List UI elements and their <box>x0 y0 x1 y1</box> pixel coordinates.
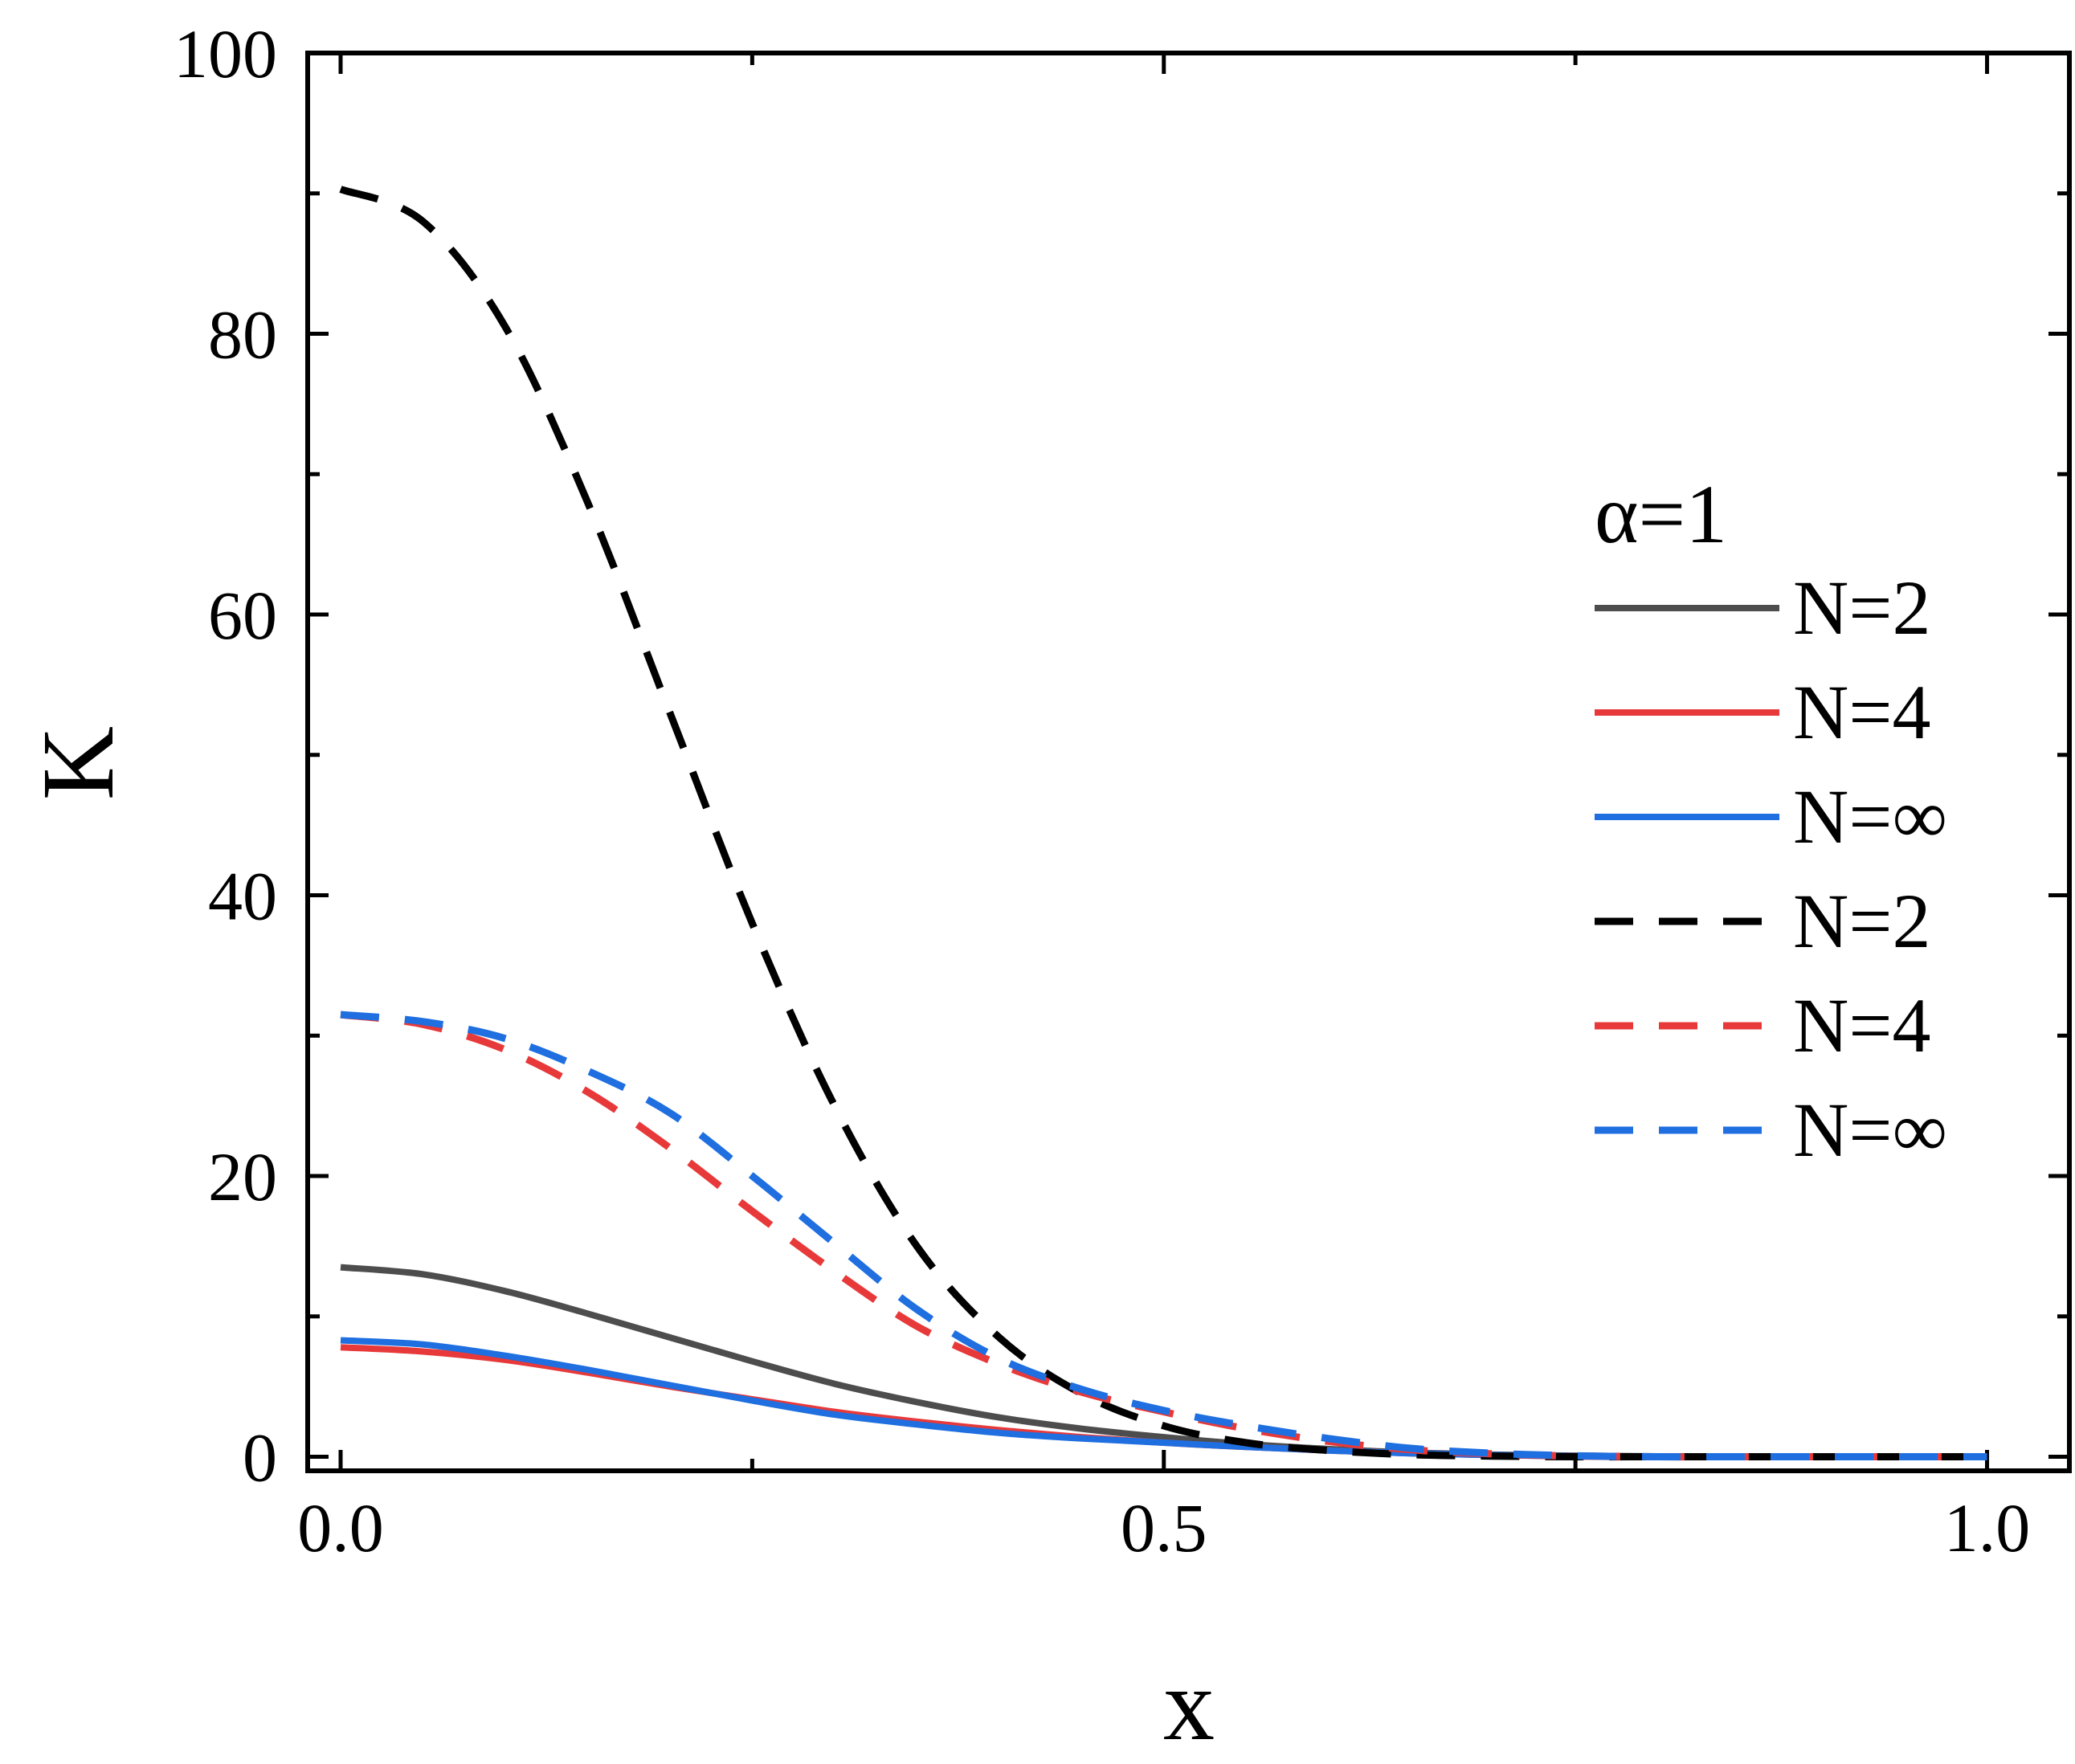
legend-label-2: N=∞ <box>1793 774 1947 860</box>
legend-label-4: N=4 <box>1793 982 1930 1068</box>
series-line-5 <box>340 1011 1987 1461</box>
legend-label-1: N=4 <box>1793 669 1930 755</box>
y-tick-label: 20 <box>208 1138 277 1215</box>
y-tick-label: 60 <box>208 577 277 654</box>
series-line-4 <box>340 1011 1987 1461</box>
axis-tick-labels: 0.0 0.5 1.0 0 20 40 60 80 100 <box>174 15 2030 1566</box>
y-tick-label: 80 <box>208 296 277 374</box>
series-line-3 <box>339 186 1987 1461</box>
legend-label-0: N=2 <box>1793 565 1930 651</box>
legend: α=1 N=2 N=4 N=∞ N=2 N=4 N=∞ <box>1595 468 1947 1173</box>
x-tick-label: 1.0 <box>1944 1489 2031 1566</box>
x-tick-label: 0.0 <box>297 1489 384 1566</box>
plot-frame <box>305 51 2072 1473</box>
legend-label-3: N=2 <box>1793 878 1930 964</box>
series-group <box>339 186 1987 1461</box>
x-axis-title: x <box>1163 1648 1215 1762</box>
y-tick-label: 40 <box>208 858 277 935</box>
legend-label-5: N=∞ <box>1793 1087 1947 1173</box>
axis-ticks <box>308 51 2069 1471</box>
y-tick-label: 0 <box>243 1419 277 1497</box>
y-axis-title: K <box>21 726 135 800</box>
legend-title: α=1 <box>1595 468 1727 561</box>
x-tick-label: 0.5 <box>1121 1489 1207 1566</box>
y-tick-label: 100 <box>174 15 277 92</box>
